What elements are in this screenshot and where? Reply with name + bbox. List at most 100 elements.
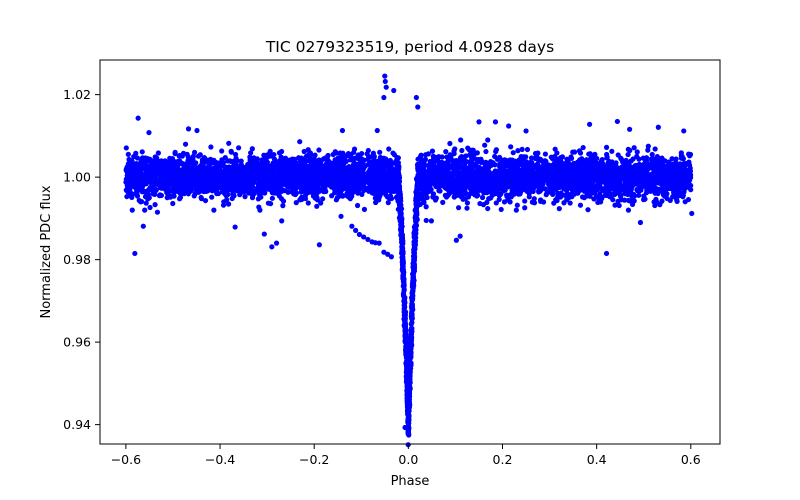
data-point — [457, 187, 463, 193]
data-point — [609, 178, 615, 184]
data-point — [511, 169, 517, 176]
data-point — [157, 192, 163, 198]
data-point — [682, 199, 688, 205]
data-point — [195, 153, 202, 159]
data-point — [320, 167, 326, 173]
data-point — [188, 178, 194, 184]
data-point — [451, 148, 457, 154]
data-point — [639, 173, 645, 179]
data-point — [211, 207, 217, 213]
data-point — [355, 169, 361, 176]
data-point — [183, 170, 189, 176]
data-point — [170, 176, 176, 182]
data-point — [630, 171, 636, 177]
data-points — [123, 73, 695, 448]
data-point — [208, 144, 214, 150]
data-point — [333, 160, 339, 167]
data-point — [644, 160, 650, 167]
data-point — [234, 158, 240, 164]
data-point — [474, 150, 480, 156]
data-point — [373, 199, 379, 206]
data-point — [483, 178, 490, 184]
data-point — [160, 162, 166, 168]
data-point — [585, 207, 591, 213]
data-point — [327, 164, 333, 170]
data-point — [171, 181, 177, 187]
data-point — [191, 149, 198, 155]
data-point — [366, 188, 372, 194]
data-point — [450, 161, 456, 167]
data-point — [451, 194, 457, 200]
data-point — [340, 175, 346, 182]
data-point — [226, 140, 232, 146]
data-point — [385, 200, 391, 206]
data-point — [302, 174, 308, 180]
data-point — [199, 159, 205, 165]
data-point — [465, 145, 471, 151]
data-point — [488, 158, 494, 165]
data-point — [609, 171, 615, 177]
data-point — [298, 189, 304, 195]
data-point — [444, 154, 450, 160]
data-point — [432, 197, 439, 203]
data-point — [361, 157, 367, 163]
data-point — [504, 192, 510, 198]
data-point — [483, 148, 489, 155]
data-point — [643, 169, 649, 175]
data-point — [180, 184, 186, 190]
data-point — [493, 200, 499, 206]
data-point — [225, 201, 231, 207]
data-point — [138, 198, 145, 205]
data-point — [429, 148, 436, 154]
data-point — [133, 160, 139, 167]
data-point — [482, 162, 489, 168]
data-point — [179, 178, 185, 185]
data-point — [249, 146, 255, 152]
data-point — [424, 194, 430, 201]
data-point — [207, 169, 213, 175]
data-point — [350, 189, 357, 195]
data-point — [425, 151, 431, 157]
data-point — [461, 162, 468, 168]
data-point — [248, 150, 254, 156]
data-point — [631, 167, 637, 173]
data-point — [567, 200, 573, 206]
data-point — [649, 151, 655, 158]
data-point — [143, 200, 149, 206]
data-point — [648, 156, 654, 162]
data-point — [123, 145, 129, 151]
data-point — [377, 154, 383, 161]
data-point — [279, 148, 285, 155]
data-point — [653, 157, 659, 164]
data-point — [249, 183, 255, 189]
data-point — [586, 189, 593, 195]
data-point — [666, 182, 672, 188]
data-point — [479, 194, 486, 201]
data-point — [453, 177, 459, 183]
data-point — [305, 200, 311, 206]
data-point — [334, 195, 340, 201]
data-point — [382, 161, 388, 167]
data-point — [270, 163, 276, 170]
data-point — [634, 149, 640, 155]
data-point — [357, 157, 363, 164]
data-point — [580, 144, 586, 151]
data-point — [520, 155, 526, 161]
data-point — [627, 147, 633, 154]
data-point — [365, 147, 371, 154]
data-point — [359, 166, 365, 172]
data-point — [654, 153, 660, 160]
data-point — [391, 160, 397, 166]
data-point — [310, 193, 317, 199]
data-point — [173, 159, 179, 165]
data-point — [446, 191, 452, 197]
data-point — [481, 190, 487, 196]
data-point — [293, 169, 299, 176]
data-point — [511, 165, 517, 171]
data-point — [293, 200, 299, 206]
data-point — [630, 196, 636, 202]
data-point — [462, 196, 468, 202]
data-point — [127, 191, 133, 197]
data-point — [537, 156, 543, 162]
data-point — [270, 188, 276, 194]
